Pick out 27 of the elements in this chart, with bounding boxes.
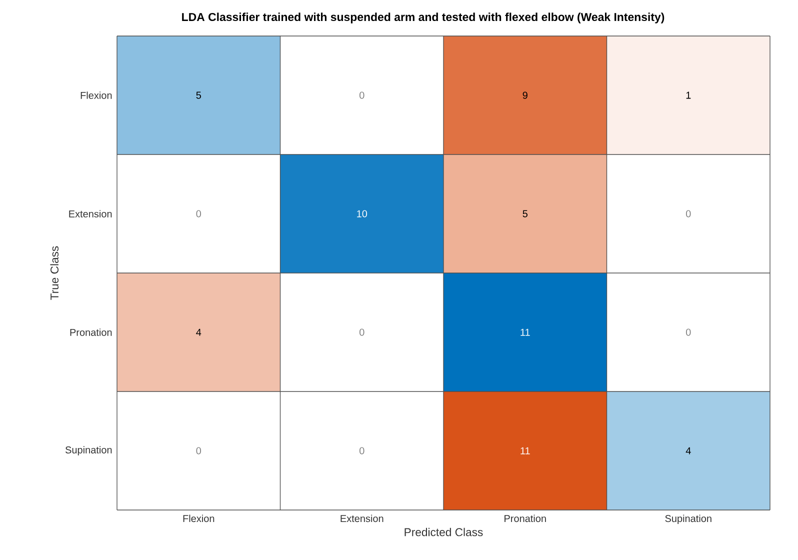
data-label: 0: [686, 328, 691, 336]
data-label: 0: [359, 92, 364, 99]
data-label: 5: [196, 92, 201, 99]
y-axis-title: True Class: [50, 246, 59, 300]
y-tick-label: Supination: [65, 446, 112, 456]
data-label: 4: [686, 447, 691, 454]
x-tick-label: Supination: [665, 514, 712, 524]
data-label: 10: [357, 210, 368, 218]
data-label: 0: [196, 210, 202, 218]
x-tick-label: Flexion: [183, 514, 214, 522]
data-label: 5: [522, 210, 528, 218]
y-tick-label: Flexion: [80, 92, 112, 99]
data-label: 0: [686, 210, 691, 218]
x-axis-title: Predicted Class: [404, 528, 483, 536]
x-tick-label: Pronation: [504, 514, 546, 522]
y-tick-label: Extension: [69, 210, 112, 218]
data-label: 9: [522, 92, 528, 99]
y-tick-label: Pronation: [70, 328, 112, 336]
data-label: 4: [196, 328, 202, 336]
data-label: 1: [686, 92, 691, 99]
chart-title: LDA Classifier trained with suspended arm and tested with flexed elbow (Weak Intensity): [182, 12, 664, 24]
data-label: 11: [520, 328, 530, 336]
data-label: 0: [196, 447, 202, 454]
data-label: 0: [359, 447, 364, 454]
data-label: 0: [359, 328, 364, 336]
x-tick-label: Extension: [340, 514, 384, 522]
data-label: 11: [520, 447, 530, 454]
